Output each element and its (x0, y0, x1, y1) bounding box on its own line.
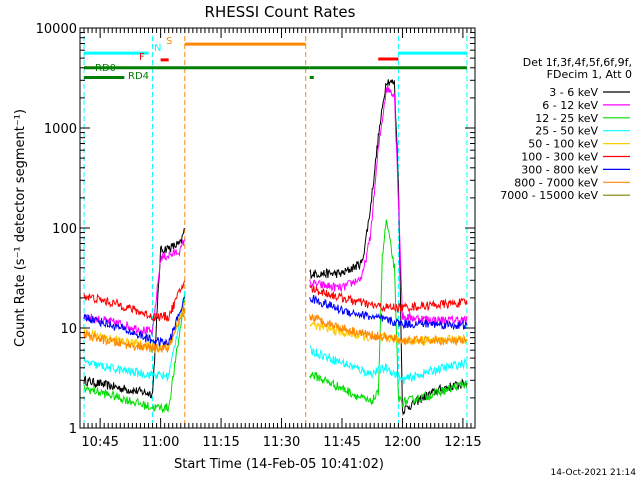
legend-entry-label: 6 - 12 keV (542, 99, 598, 112)
series-line-1-1 (309, 85, 468, 326)
y-tick-label: 100 (52, 222, 77, 237)
legend-entry-label: 7000 - 15000 keV (500, 189, 598, 202)
y-tick-label: 10 (60, 322, 77, 337)
x-tick-label: 11:15 (202, 435, 239, 450)
x-tick-label: 10:45 (81, 435, 118, 450)
series-line-2-1 (309, 219, 468, 408)
flag-label-2: N (154, 43, 161, 54)
y-tick-label: 1000 (44, 122, 77, 137)
series-line-7-1 (309, 313, 468, 347)
series-line-3-1 (309, 345, 468, 385)
series-line-0-1 (309, 79, 468, 417)
axes: 1 10 100 1000 10000 10:45 11:00 11:15 11:30 11:45… (36, 22, 482, 450)
legend-header-line: Det 1f,3f,4f,5f,6f,9f, (523, 56, 632, 69)
legend-entry-label: 800 - 7000 keV (514, 176, 598, 189)
legend-entry-label: 300 - 800 keV (521, 163, 598, 176)
x-tick-label: 12:15 (444, 435, 481, 450)
series-line-2-0 (83, 295, 186, 414)
legend-entry-label: 50 - 100 keV (528, 138, 598, 151)
series-line-6-0 (83, 296, 186, 348)
x-tick-label: 11:45 (323, 435, 360, 450)
flag-label-1: S (166, 36, 172, 47)
series-line-0-0 (83, 227, 185, 399)
legend-entry-label: 3 - 6 keV (549, 86, 598, 99)
flag-label-5: RD4 (128, 71, 149, 82)
series-line-3-0 (83, 290, 186, 383)
series-line-5-1 (309, 285, 468, 313)
footer-timestamp: 14-Oct-2021 21:14 (551, 468, 637, 478)
legend-entry-label: 100 - 300 keV (521, 151, 598, 164)
legend-header-line: FDecim 1, Att 0 (547, 68, 632, 81)
legend-entry-label: 25 - 50 keV (535, 125, 598, 138)
series-line-5-0 (83, 280, 186, 322)
x-tick-label: 11:00 (142, 435, 179, 450)
flag-label-4: RD0 (95, 63, 116, 74)
legend: Det 1f,3f,4f,5f,6f,9f,FDecim 1, Att 0 3 -… (500, 56, 632, 202)
x-axis-label: Start Time (14-Feb-05 10:41:02) (174, 457, 384, 472)
flag-label-3: F (139, 52, 145, 63)
y-tick-label: 1 (69, 422, 77, 437)
plot-frame (79, 27, 476, 429)
series-line-7-0 (83, 307, 186, 354)
x-tick-label: 11:30 (263, 435, 300, 450)
series-line-1-0 (83, 239, 186, 336)
y-tick-label: 10000 (36, 22, 77, 37)
plot-area: SNF RD0 RD4 (83, 28, 468, 428)
legend-entry-label: 12 - 25 keV (535, 112, 598, 125)
chart-title: RHESSI Count Rates (205, 3, 356, 21)
series-line-6-1 (309, 294, 468, 331)
y-axis-label: Count Rate (s⁻¹ detector segment⁻¹) (13, 109, 28, 347)
x-tick-label: 12:00 (384, 435, 421, 450)
